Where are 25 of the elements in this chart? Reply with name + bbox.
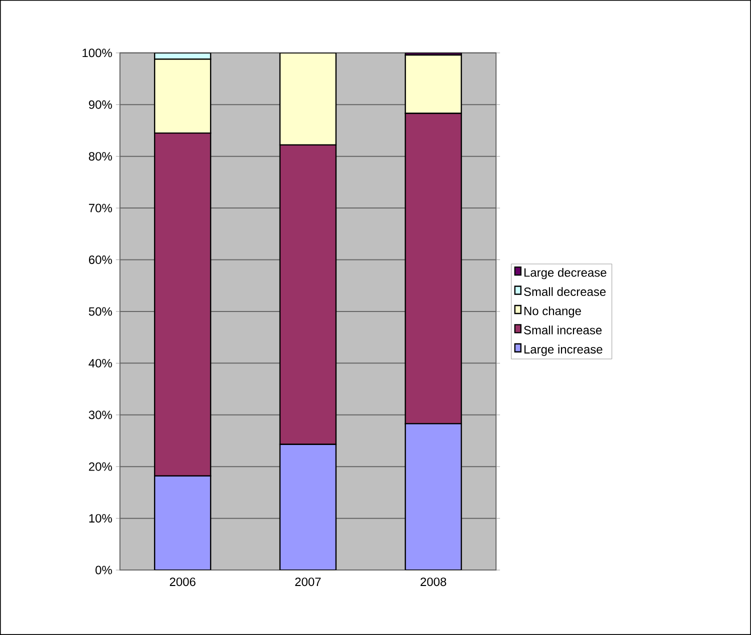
y-tick-label: 60% (88, 256, 112, 264)
bar (279, 52, 337, 146)
legend-label: Large decrease (524, 268, 606, 280)
bar (154, 475, 212, 570)
bar (404, 54, 462, 114)
bar (279, 444, 337, 570)
y-tick-label: 30% (88, 410, 112, 420)
bar (154, 58, 212, 134)
x-tick-label: 2008 (420, 578, 446, 586)
y-tick-label: 70% (88, 204, 112, 212)
y-tick-label: 10% (89, 514, 112, 523)
bar (404, 423, 462, 570)
y-tick-label: 40% (88, 358, 112, 368)
y-tick-label: 0% (96, 566, 112, 574)
y-tick-label: 20% (88, 462, 112, 471)
y-tick-label: 50% (88, 307, 112, 316)
y-tick-label: 90% (88, 100, 112, 109)
legend-label: Large increase (524, 344, 602, 356)
legend-label: Small decrease (524, 287, 606, 296)
x-tick-label: 2006 (170, 578, 196, 586)
y-tick-label: 100% (82, 48, 112, 58)
x-tick-label: 2007 (295, 578, 321, 586)
legend-label: No change (524, 306, 581, 318)
y-tick-label: 80% (88, 152, 112, 161)
legend-label: Small increase (524, 326, 602, 334)
